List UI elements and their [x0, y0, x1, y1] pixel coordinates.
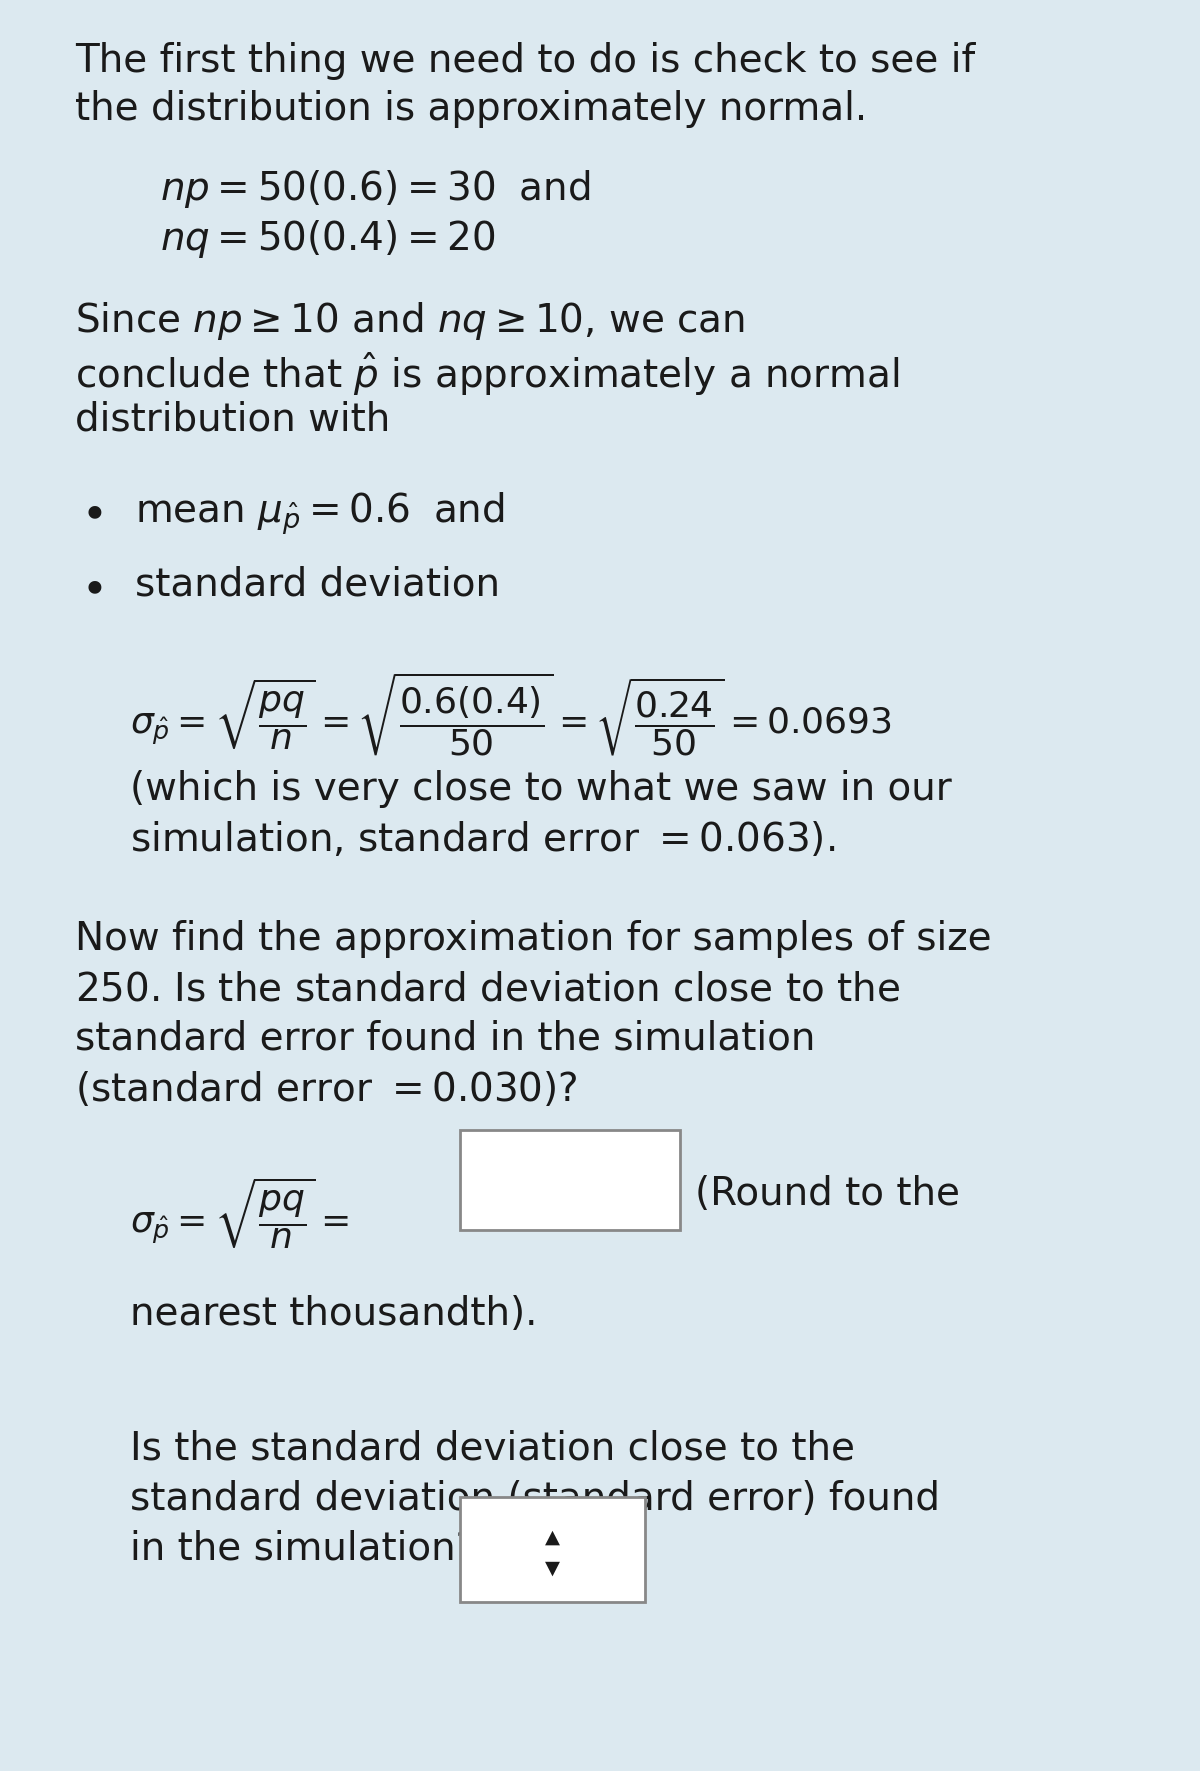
Text: $\bullet$: $\bullet$: [80, 491, 102, 533]
Text: Is the standard deviation close to the: Is the standard deviation close to the: [130, 1429, 854, 1468]
Text: $np = 50(0.6) = 30\;$ and: $np = 50(0.6) = 30\;$ and: [160, 168, 590, 211]
Text: distribution with: distribution with: [74, 400, 390, 437]
Text: mean $\mu_{\hat{p}} = 0.6\;$ and: mean $\mu_{\hat{p}} = 0.6\;$ and: [134, 491, 505, 537]
Text: $nq = 50(0.4) = 20$: $nq = 50(0.4) = 20$: [160, 218, 496, 260]
Text: Now find the approximation for samples of size: Now find the approximation for samples o…: [74, 919, 991, 958]
Text: standard error found in the simulation: standard error found in the simulation: [74, 1020, 815, 1057]
Text: nearest thousandth).: nearest thousandth).: [130, 1295, 538, 1334]
Text: the distribution is approximately normal.: the distribution is approximately normal…: [74, 90, 868, 128]
Text: ▼: ▼: [545, 1558, 560, 1578]
Text: $250$. Is the standard deviation close to the: $250$. Is the standard deviation close t…: [74, 971, 900, 1008]
Text: Since $np \geq 10$ and $nq \geq 10$, we can: Since $np \geq 10$ and $nq \geq 10$, we …: [74, 299, 745, 342]
Text: in the simulation?: in the simulation?: [130, 1530, 476, 1567]
Text: conclude that $\hat{p}$ is approximately a normal: conclude that $\hat{p}$ is approximately…: [74, 351, 900, 398]
Text: simulation, standard error $=0.063$).: simulation, standard error $=0.063$).: [130, 820, 835, 859]
Text: The first thing we need to do is check to see if: The first thing we need to do is check t…: [74, 43, 976, 80]
FancyBboxPatch shape: [460, 1130, 680, 1231]
Text: (Round to the: (Round to the: [695, 1174, 960, 1213]
Text: (which is very close to what we saw in our: (which is very close to what we saw in o…: [130, 770, 952, 808]
Text: standard deviation: standard deviation: [134, 565, 500, 602]
Text: $\sigma_{\hat{p}} = \sqrt{\dfrac{pq}{n}} = \sqrt{\dfrac{0.6(0.4)}{50}} = \sqrt{\: $\sigma_{\hat{p}} = \sqrt{\dfrac{pq}{n}}…: [130, 669, 892, 758]
Text: (standard error $= 0.030$)?: (standard error $= 0.030$)?: [74, 1070, 577, 1109]
Text: standard deviation (standard error) found: standard deviation (standard error) foun…: [130, 1481, 940, 1518]
FancyBboxPatch shape: [460, 1496, 646, 1603]
Text: $\sigma_{\hat{p}} = \sqrt{\dfrac{pq}{n}} =$: $\sigma_{\hat{p}} = \sqrt{\dfrac{pq}{n}}…: [130, 1174, 349, 1250]
Text: $\bullet$: $\bullet$: [80, 565, 102, 607]
Text: ▲: ▲: [545, 1527, 560, 1546]
